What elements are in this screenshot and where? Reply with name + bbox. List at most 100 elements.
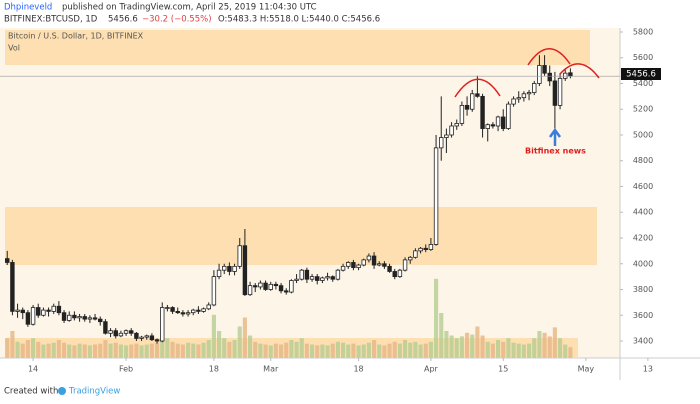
volume-bar [15,341,20,358]
volume-bar [289,340,294,358]
candle-body [92,317,98,320]
candle-body [387,265,392,272]
volume-bar [124,345,129,358]
candle-body [268,283,273,290]
volume-bar [242,317,247,358]
candle-body [10,262,15,312]
volume-bar [413,341,418,358]
candle-body [433,147,439,245]
candle-body [361,259,366,266]
volume-bar [144,344,149,358]
candle-body [72,314,77,319]
y-tick-label: 5200 [633,105,653,114]
x-tick-label: Mar [263,365,279,374]
volume-bar [403,340,408,358]
candle-body [113,330,118,337]
volume-bar [56,340,61,358]
candle-body [20,309,25,314]
candle-body [480,95,485,129]
chart-title: Bitcoin / U.S. Dollar, 1D, BITFINEX [8,32,144,41]
candle-body [273,283,279,287]
volume-bar [170,341,175,358]
candle-body [30,307,36,325]
volume-bar [366,342,371,358]
candle-body [87,317,93,320]
volume-bar [547,336,552,358]
candle-body [304,269,310,280]
candle-body [346,262,351,267]
volume-bar [227,341,232,358]
author[interactable]: Dhpineveld [4,3,52,13]
candle-body [232,265,237,272]
candle-body [123,330,129,334]
volume-bar [304,343,309,358]
volume-bar [372,340,377,358]
volume-bar [506,338,511,358]
candle-body [258,282,263,288]
candle-body [511,98,516,105]
candle-body [247,285,253,296]
candle-body [25,312,31,325]
candle-body [41,309,46,316]
candle-body [428,244,434,250]
candle-body [165,307,170,309]
candle-body [475,93,480,97]
candle-body [335,269,341,280]
candle-body [191,309,196,314]
candle-body [542,65,547,74]
symbol: BITFINEX:BTCUSD, 1D [4,15,98,25]
candle-body [56,305,62,314]
candle-body [413,250,418,258]
volume-bar [465,332,470,358]
footer-created: Created with [4,387,58,397]
volume-bar [77,343,82,358]
candle-body [36,307,41,316]
candle-body [144,335,149,338]
candle-body [118,332,124,337]
candle-body [408,256,413,261]
volume-bar [294,341,299,358]
candle-body [309,276,315,280]
x-tick-label: 18 [209,365,219,374]
candle-body [46,309,51,312]
price: 5456.6 [108,15,138,25]
volume-bar [46,343,51,358]
candle-body [61,312,67,321]
arrow [548,127,562,146]
candle-body [82,316,87,320]
candle-body [485,124,490,129]
candle-body [51,305,56,312]
candle-body [397,269,403,278]
volume-bar [418,344,423,358]
volume-bar [408,342,413,358]
volume-bar [346,344,351,358]
volume-bar [51,342,56,358]
volume-bar [439,313,444,358]
candle-body [325,276,330,279]
candle-body [284,290,289,293]
volume-bar [108,343,113,358]
volume-bar [134,343,139,358]
volume-bar [222,338,227,358]
volume-bar [496,340,501,358]
volume-bar [490,343,495,358]
candle-body [175,310,180,314]
candle-body [263,282,268,290]
candle-body [98,318,103,323]
volume-bar [186,342,191,358]
footer-brand[interactable]: TradingView [68,387,120,397]
candle-body [242,245,248,296]
volume-bar [31,338,36,358]
candle-body [67,314,72,321]
volume-bar [273,343,278,358]
volume-bar [542,332,547,358]
candle-body [418,247,423,252]
volume-bar [428,341,433,358]
candle-body [134,332,139,339]
y-tick-label: 3600 [633,311,653,320]
x-tick-label: 13 [643,365,653,374]
volume-bar [93,344,98,358]
volume-bar [175,343,180,358]
candle-body [439,137,444,149]
